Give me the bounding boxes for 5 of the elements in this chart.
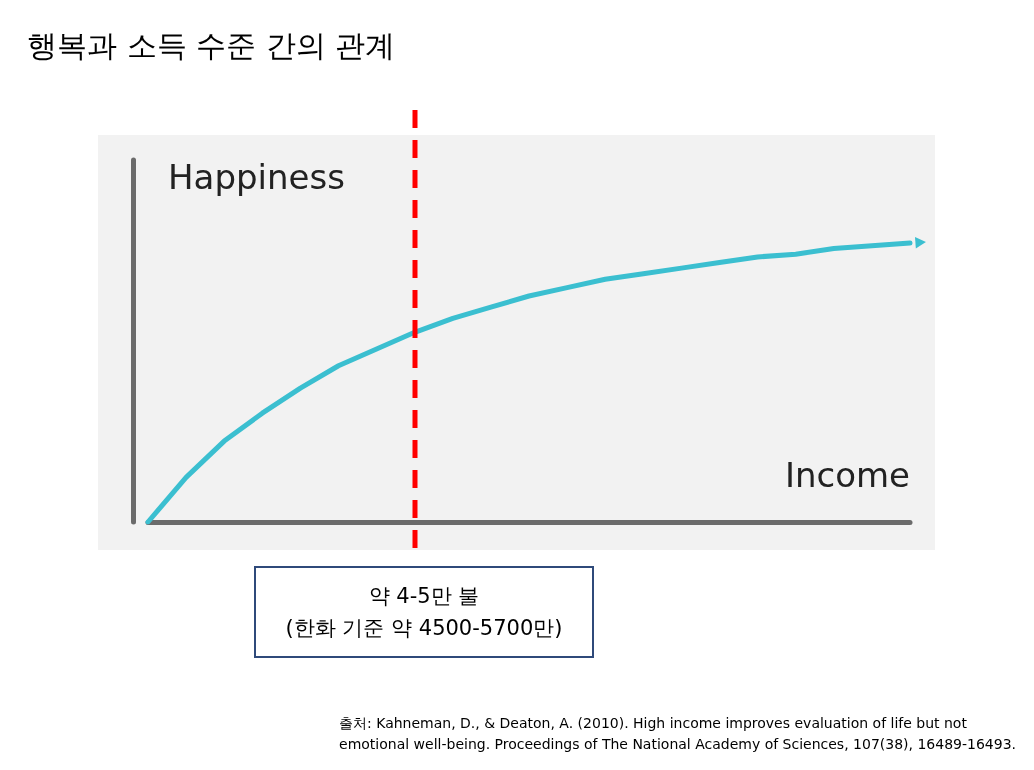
chart-title: 행복과 소득 수준 간의 관계 [27, 27, 396, 63]
text: 약 4-5만 불 (한화 기준 약 4500-5700만) [285, 584, 563, 640]
y-axis-title: Happiness [168, 157, 345, 197]
source-note: 출처: Kahneman, D., & Deaton, A. (2010). High income improves evaluation of life but not emotional well-being. Proceedings of The National Academy of Sciences, 107(38), 16489-16493. [339, 714, 1017, 752]
x-axis-title: Income [784, 455, 910, 495]
